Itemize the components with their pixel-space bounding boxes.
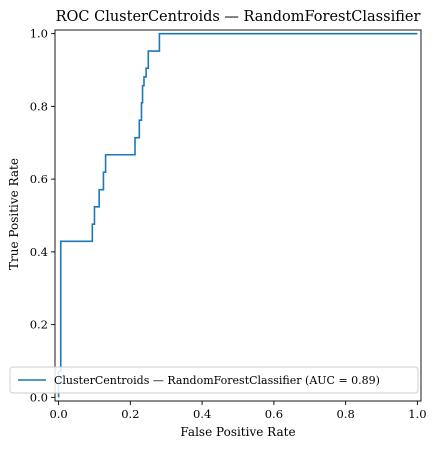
y-tick-label: 0.8 <box>30 99 48 113</box>
y-tick-label: 0.0 <box>30 390 48 404</box>
x-tick-label: 0.0 <box>49 407 67 421</box>
y-tick-label: 1.0 <box>30 27 48 41</box>
chart-title: ROC ClusterCentroids — RandomForestClass… <box>56 9 421 25</box>
legend-box <box>9 366 419 394</box>
x-tick-label: 0.2 <box>121 407 139 421</box>
x-axis-label: False Positive Rate <box>180 425 295 439</box>
legend: ClusterCentroids — RandomForestClassifie… <box>9 366 419 394</box>
y-axis-label: True Positive Rate <box>7 158 21 270</box>
roc-curve-line-0 <box>57 32 418 398</box>
x-tick-label: 0.6 <box>265 407 283 421</box>
y-tick-label: 0.4 <box>30 245 48 259</box>
plot-area: 0.0 0.2 0.4 0.6 0.8 1.0 0.0 0.2 0.4 0.6 0.8 1.0 <box>30 27 427 421</box>
x-tick-label: 0.4 <box>193 407 211 421</box>
x-tick-label: 0.8 <box>336 407 354 421</box>
legend-entry: ClusterCentroids — RandomForestClassifie… <box>54 374 380 387</box>
plot-frame <box>54 29 422 402</box>
x-tick-label: 1.0 <box>408 407 426 421</box>
y-tick-label: 0.6 <box>30 172 48 186</box>
y-tick-label: 0.2 <box>30 318 48 332</box>
